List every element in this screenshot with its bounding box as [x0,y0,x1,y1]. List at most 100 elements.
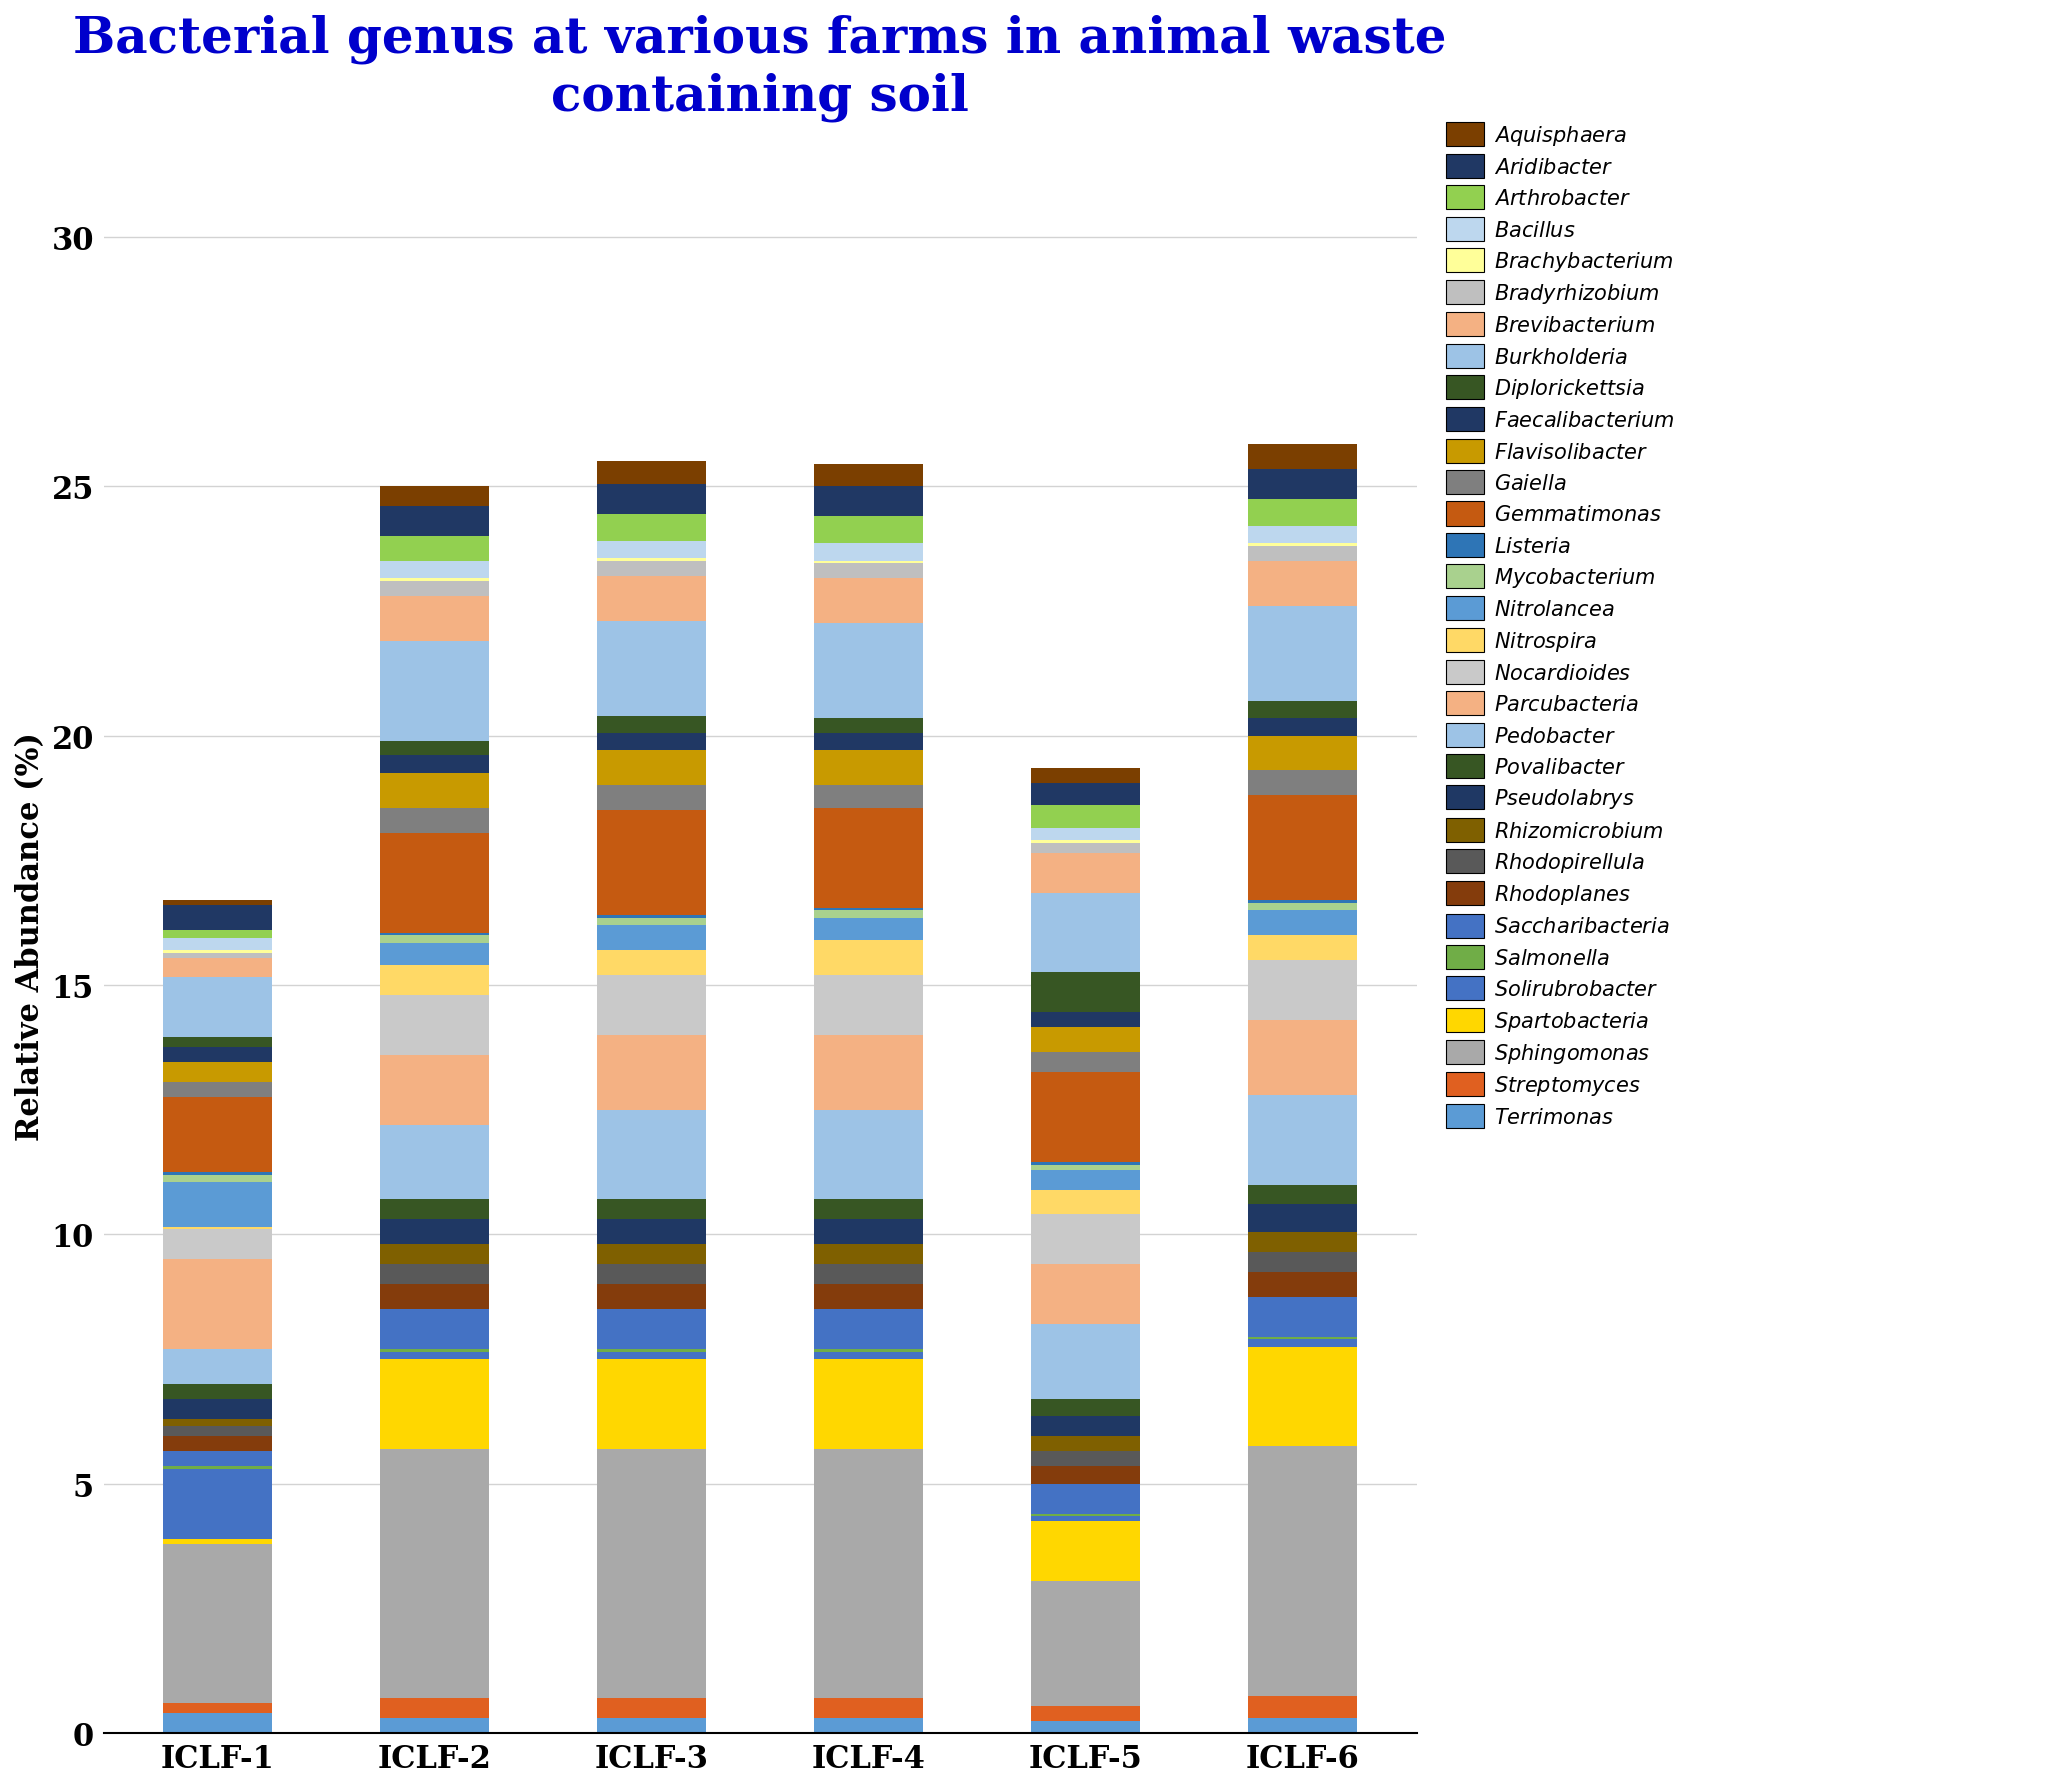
Bar [381,943,489,966]
Bar [597,918,707,925]
Bar [1032,853,1140,893]
Bar [381,1719,489,1734]
Bar [164,1082,271,1098]
Bar [164,1349,271,1385]
Bar [164,1227,271,1229]
Bar [597,925,707,950]
Bar [1249,900,1357,903]
Bar [814,562,922,564]
Bar [381,809,489,834]
Bar [814,1360,922,1449]
Bar [814,751,922,785]
Bar [814,809,922,909]
Bar [814,909,922,911]
Bar [1032,828,1140,841]
Bar [164,1385,271,1399]
Bar [1249,1272,1357,1297]
Bar [381,1449,489,1698]
Bar [164,1469,271,1539]
Bar [1249,796,1357,900]
Legend: $\it{Aquisphaera}$, $\it{Aridibacter}$, $\it{Arthrobacter}$, $\it{Bacillus}$, $\: $\it{Aquisphaera}$, $\it{Aridibacter}$, … [1440,116,1680,1134]
Bar [814,1698,922,1719]
Bar [164,1063,271,1082]
Bar [1032,1513,1140,1517]
Bar [1032,1052,1140,1073]
Bar [814,918,922,941]
Bar [1249,444,1357,469]
Bar [597,1109,707,1200]
Bar [1249,771,1357,796]
Bar [597,1245,707,1265]
Bar [597,1265,707,1285]
Bar [381,1056,489,1125]
Bar [381,1200,489,1220]
Bar [597,1036,707,1109]
Bar [164,1419,271,1426]
Bar [381,1220,489,1245]
Bar [597,1352,707,1360]
Bar [814,1352,922,1360]
Bar [814,544,922,562]
Bar [1032,1399,1140,1417]
Bar [381,487,489,506]
Bar [1249,1252,1357,1272]
Bar [597,1285,707,1310]
Bar [164,1259,271,1349]
Bar [1032,1073,1140,1163]
Bar [164,950,271,954]
Bar [164,1539,271,1544]
Bar [1032,1165,1140,1170]
Bar [164,979,271,1038]
Bar [164,1229,271,1259]
Bar [597,916,707,918]
Bar [1249,606,1357,701]
Bar [1249,526,1357,544]
Bar [381,834,489,934]
Bar [814,1449,922,1698]
Y-axis label: Relative Abundance (%): Relative Abundance (%) [15,732,46,1140]
Bar [814,1719,922,1734]
Bar [164,1703,271,1714]
Bar [814,1310,922,1349]
Bar [1032,843,1140,853]
Bar [164,1544,271,1703]
Bar [164,1183,271,1227]
Bar [1032,1265,1140,1324]
Bar [381,506,489,537]
Bar [1249,469,1357,499]
Bar [597,950,707,975]
Bar [814,1109,922,1200]
Bar [164,1399,271,1419]
Bar [1249,936,1357,961]
Bar [814,975,922,1036]
Bar [597,733,707,751]
Bar [597,785,707,810]
Bar [814,785,922,809]
Bar [381,562,489,580]
Bar [597,542,707,560]
Bar [1249,1095,1357,1184]
Bar [597,1200,707,1220]
Bar [1032,1190,1140,1215]
Bar [814,465,922,487]
Bar [597,621,707,716]
Bar [381,1360,489,1449]
Bar [381,642,489,741]
Bar [1032,1521,1140,1581]
Bar [597,1719,707,1734]
Bar [597,1349,707,1352]
Bar [164,930,271,937]
Bar [381,1349,489,1352]
Bar [1249,1204,1357,1233]
Bar [1249,735,1357,771]
Bar [1249,547,1357,562]
Bar [164,900,271,905]
Bar [1032,841,1140,843]
Bar [1032,1437,1140,1451]
Bar [381,1125,489,1200]
Bar [1032,1215,1140,1265]
Bar [1032,1707,1140,1721]
Bar [381,1265,489,1285]
Bar [597,1220,707,1245]
Bar [597,1449,707,1698]
